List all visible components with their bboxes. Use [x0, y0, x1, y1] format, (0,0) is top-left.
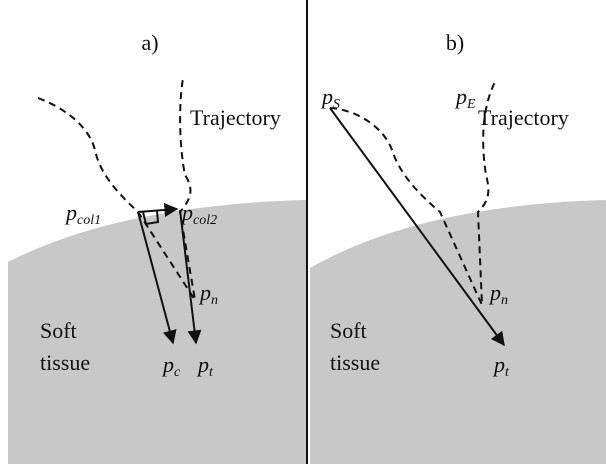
- point-label: pE: [454, 84, 476, 112]
- point-sub: n: [211, 293, 218, 308]
- point-sub: E: [466, 97, 476, 112]
- panel-label: a): [141, 30, 158, 55]
- point-label: pcol1: [64, 200, 101, 228]
- point-sub: S: [333, 97, 340, 112]
- point-label: pcol2: [180, 200, 217, 228]
- point-sub: n: [501, 293, 508, 308]
- point-label: pS: [320, 84, 340, 112]
- point-main: p: [180, 200, 193, 225]
- diagram: a) Trajectory Soft tissue pcol1 pcol2 pn…: [0, 0, 606, 464]
- panel-label: b): [446, 30, 464, 55]
- point-sub: col2: [193, 213, 217, 228]
- point-main: p: [320, 84, 333, 109]
- tissue-label: tissue: [330, 350, 380, 375]
- point-main: p: [161, 352, 174, 377]
- trajectory-label: Trajectory: [190, 105, 281, 130]
- point-sub: c: [174, 365, 181, 380]
- tissue-label: Soft: [40, 318, 77, 343]
- tissue-label: Soft: [330, 318, 367, 343]
- point-main: p: [488, 280, 501, 305]
- point-main: p: [64, 200, 77, 225]
- point-sub: col1: [77, 213, 101, 228]
- tissue-label: tissue: [40, 350, 90, 375]
- trajectory-label: Trajectory: [478, 105, 569, 130]
- point-main: p: [454, 84, 467, 109]
- point-main: p: [198, 280, 211, 305]
- point-main: p: [492, 352, 505, 377]
- point-main: p: [196, 352, 209, 377]
